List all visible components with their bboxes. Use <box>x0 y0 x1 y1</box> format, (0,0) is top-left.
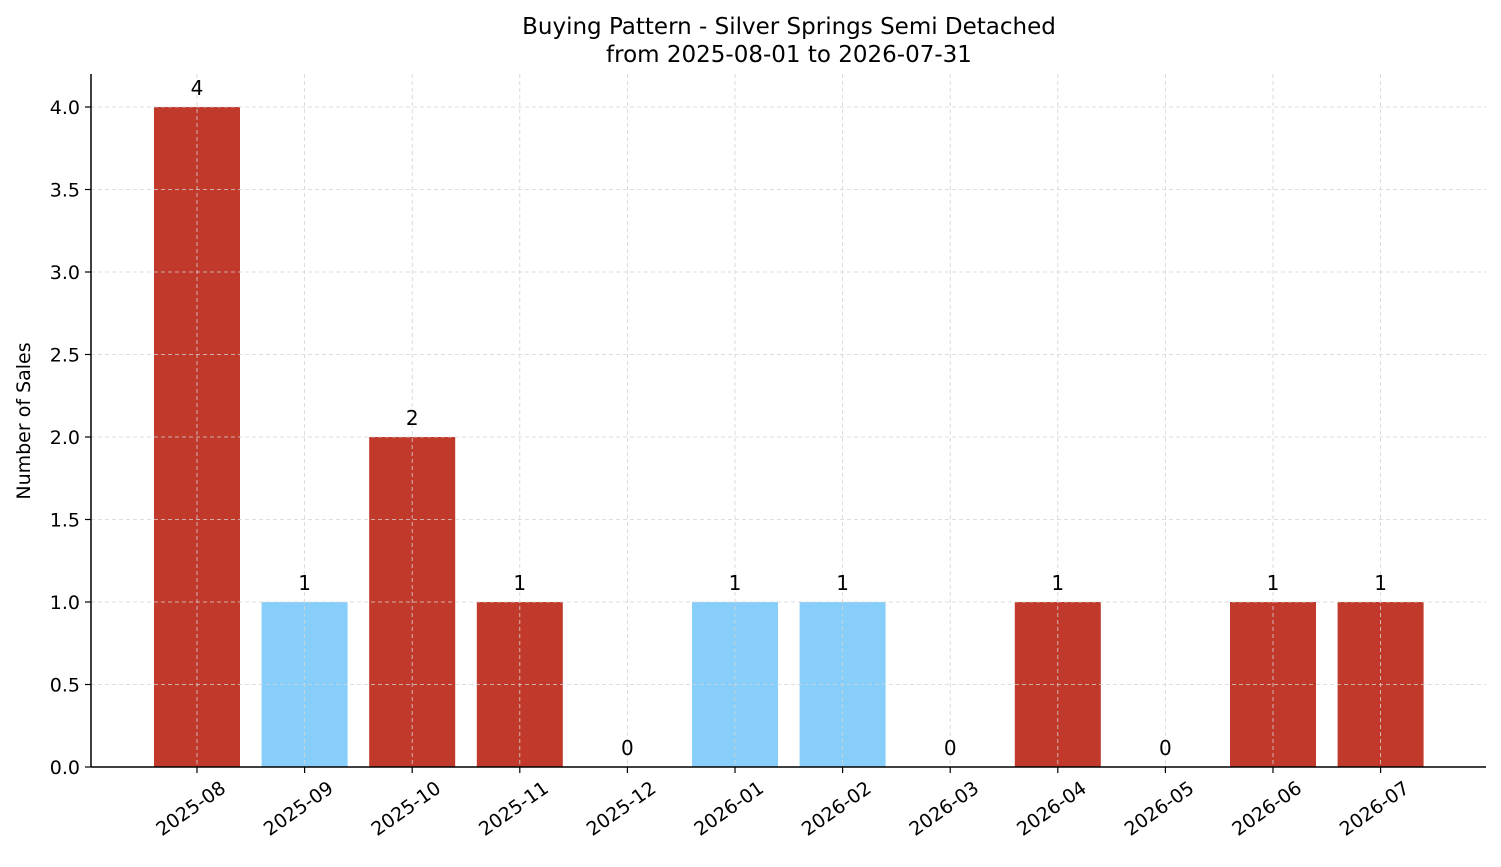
data-label: 1 <box>1267 571 1280 595</box>
x-tick-label: 2026-03 <box>905 777 983 841</box>
chart-subtitle: from 2025-08-01 to 2026-07-31 <box>606 42 972 68</box>
data-label: 1 <box>298 571 311 595</box>
x-tick-label: 2026-04 <box>1013 777 1091 841</box>
y-tick-label: 3.0 <box>50 262 80 284</box>
x-tick-label: 2026-06 <box>1228 777 1306 841</box>
x-tick-label: 2026-02 <box>798 777 876 841</box>
y-tick-label: 2.0 <box>50 427 80 449</box>
y-tick-label: 1.5 <box>50 510 80 532</box>
y-tick-label: 0.5 <box>50 675 80 697</box>
data-label: 1 <box>729 571 742 595</box>
data-label: 0 <box>621 736 634 760</box>
data-label: 1 <box>513 571 526 595</box>
data-label: 1 <box>1051 571 1064 595</box>
y-tick-label: 0.0 <box>50 757 80 779</box>
chart-title: Buying Pattern - Silver Springs Semi Det… <box>522 14 1056 40</box>
data-label: 1 <box>1374 571 1387 595</box>
x-tick-label: 2025-10 <box>367 777 445 841</box>
y-tick-label: 2.5 <box>50 345 80 367</box>
y-axis-label: Number of Sales <box>13 342 35 499</box>
x-tick-label: 2026-01 <box>690 777 768 841</box>
y-tick-label: 1.0 <box>50 592 80 614</box>
data-label: 4 <box>191 76 204 100</box>
x-tick-label: 2025-08 <box>152 777 230 841</box>
y-tick-label: 4.0 <box>50 97 80 119</box>
y-tick-label: 3.5 <box>50 180 80 202</box>
axes-layer <box>85 74 1486 773</box>
x-tick-label: 2026-07 <box>1336 777 1414 841</box>
x-tick-label: 2025-12 <box>583 777 661 841</box>
x-tick-label: 2025-09 <box>260 777 338 841</box>
data-label: 0 <box>944 736 957 760</box>
data-label: 0 <box>1159 736 1172 760</box>
data-label: 1 <box>836 571 849 595</box>
data-label: 2 <box>406 406 419 430</box>
x-tick-label: 2025-11 <box>475 777 553 841</box>
x-tick-label: 2026-05 <box>1121 777 1199 841</box>
grid-layer <box>91 74 1486 767</box>
